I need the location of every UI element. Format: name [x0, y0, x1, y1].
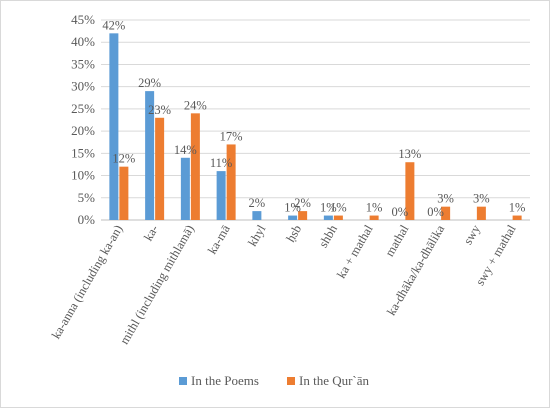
x-category-label: ḥsb — [283, 223, 304, 245]
x-category-label: ka + mathal — [334, 222, 376, 281]
bar — [226, 144, 236, 220]
data-label: 29% — [138, 76, 161, 90]
y-tick-label: 15% — [71, 145, 95, 160]
y-tick-label: 30% — [71, 79, 95, 94]
legend-label: In the Qur`ān — [299, 373, 370, 388]
data-label: 1% — [330, 201, 347, 215]
bar — [369, 215, 379, 220]
data-label: 2% — [294, 196, 311, 210]
x-category-label: mithl (including mithlamā) — [117, 223, 197, 347]
y-tick-label: 10% — [71, 168, 95, 183]
data-label: 3% — [437, 192, 454, 206]
y-tick-label: 35% — [71, 56, 95, 71]
bar — [333, 215, 343, 220]
y-tick-label: 0% — [78, 212, 96, 227]
data-label: 14% — [174, 143, 197, 157]
bar — [190, 113, 200, 220]
legend-swatch — [179, 377, 187, 385]
data-label: 13% — [398, 147, 421, 161]
data-label: 1% — [509, 201, 526, 215]
x-category-label: ka- — [141, 223, 161, 244]
x-category-label: khyl — [245, 222, 268, 249]
bar — [155, 117, 165, 220]
bar — [476, 206, 486, 220]
x-category-label: swy — [461, 222, 484, 247]
data-label: 23% — [148, 103, 171, 117]
gridlines — [101, 19, 530, 221]
legend-swatch — [287, 377, 295, 385]
data-label: 12% — [112, 152, 135, 166]
x-category-label: ka-anna (including ka-an) — [49, 223, 126, 342]
bar — [288, 215, 298, 220]
y-tick-label: 25% — [71, 101, 95, 116]
data-labels: 42%29%14%11%2% 1% 1% 0% 0%12%23% 24%17%2% 1% 1%… — [102, 18, 525, 219]
x-category-label: mathal — [382, 222, 411, 259]
legend-label: In the Poems — [191, 373, 259, 388]
bar — [119, 166, 129, 220]
y-tick-label: 45% — [71, 12, 95, 27]
bar — [145, 91, 155, 220]
y-axis-ticks: 0% 5% 10% 15% 20% 25% 30% 35% 40% 45% — [71, 12, 95, 227]
bar — [180, 157, 190, 220]
data-label: 3% — [473, 192, 490, 206]
bar — [109, 33, 119, 221]
category-labels: ka-anna (including ka-an) ka-mithl (inclu… — [49, 222, 519, 347]
bar — [512, 215, 522, 220]
data-label: 0% — [392, 205, 409, 219]
y-tick-label: 20% — [71, 123, 95, 138]
bars — [109, 33, 522, 221]
x-category-label: ka-mā — [205, 222, 233, 256]
bar — [298, 211, 308, 220]
bar — [252, 211, 262, 220]
bar — [323, 215, 333, 220]
data-label: 1% — [320, 201, 337, 215]
y-tick-label: 40% — [71, 34, 95, 49]
x-category-label: shbh — [316, 222, 340, 250]
data-label: 1% — [366, 201, 383, 215]
bar — [216, 171, 226, 220]
y-tick-label: 5% — [78, 190, 96, 205]
data-label: 24% — [184, 98, 207, 112]
data-label: 0% — [427, 205, 444, 219]
bar — [405, 162, 415, 220]
data-label: 11% — [210, 156, 232, 170]
bar — [441, 206, 451, 220]
legend: In the Poems In the Qur`ān — [179, 373, 370, 388]
data-label: 42% — [102, 18, 125, 32]
data-label: 1% — [284, 201, 301, 215]
data-label: 17% — [220, 129, 243, 143]
data-label: 2% — [249, 196, 266, 210]
